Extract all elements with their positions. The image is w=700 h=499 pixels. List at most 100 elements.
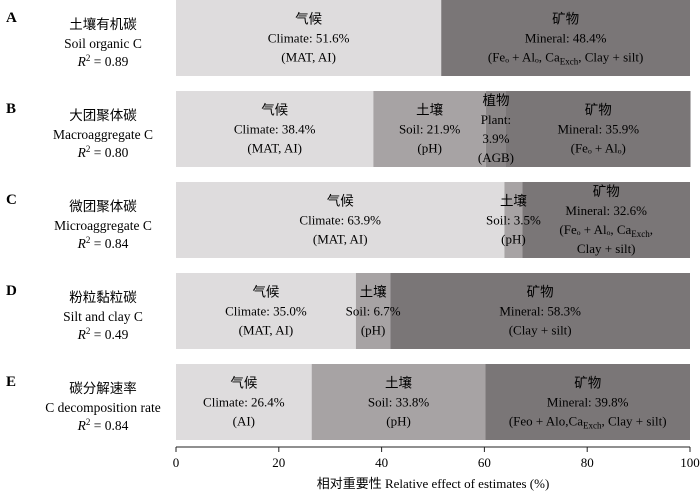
segment-value-label: (MAT, AI)	[239, 323, 294, 338]
response-name-zh: 大团聚体碳	[69, 108, 137, 123]
x-axis: 0 20 40 60 80 100	[173, 446, 700, 470]
bar-segment-soil	[373, 91, 486, 167]
response-name-en: Silt and clay C	[63, 309, 143, 324]
segment-label-mineral: 矿物 Mineral: 39.8% (Feo + Alo,CaExch, Clay …	[509, 376, 667, 431]
segment-label-mineral: 矿物 Mineral: 35.9% (Feₒ + Alₒ)	[557, 103, 639, 156]
segment-value-label: Mineral: 35.9%	[557, 122, 639, 137]
segment-label-mineral: 矿物 Mineral: 58.3% (Clay + silt)	[499, 285, 581, 338]
x-tick-label: 60	[478, 455, 491, 470]
segment-value-label: Soil: 6.7%	[346, 304, 401, 319]
segment-value-label: (Clay + silt)	[509, 323, 572, 338]
panel-letter: E	[6, 374, 16, 390]
segment-value-label: Climate: 38.4%	[234, 122, 316, 137]
response-name-zh: 粉粒黏粒碳	[69, 290, 137, 305]
segment-value-label: (MAT, AI)	[247, 141, 302, 156]
segment-value-label: (pH)	[386, 414, 411, 429]
segment-value-label: Plant:	[481, 112, 511, 127]
bar-segment-mineral	[522, 182, 690, 258]
segment-category-zh: 矿物	[527, 285, 554, 300]
segment-value-label: Soil: 3.5%	[486, 213, 541, 228]
segment-value-label: (Feₒ + Alₒ, CaExch,	[559, 222, 653, 239]
segment-category-zh: 气候	[261, 103, 288, 118]
response-name-zh: 微团聚体碳	[69, 199, 137, 214]
segment-label-soil: 土壤 Soil: 33.8% (pH)	[368, 375, 430, 429]
segment-value-label: Climate: 51.6%	[268, 31, 350, 46]
segment-label-mineral: 矿物 Mineral: 48.4% (Feₒ + Alₒ, CaExch, Clay…	[488, 12, 643, 67]
response-name-zh: 土壤有机碳	[69, 16, 137, 32]
panel-letter: C	[6, 192, 17, 208]
segment-value-label: Mineral: 39.8%	[547, 395, 629, 410]
bar-segment-climate	[176, 91, 374, 167]
segment-category-zh: 气候	[252, 285, 279, 300]
bar-row-e: E 碳分解速率 C decomposition rate R2 = 0.84 气候 Cli…	[6, 364, 690, 440]
segment-value-label: Clay + silt)	[577, 241, 636, 256]
segment-value-label: Climate: 26.4%	[203, 395, 285, 410]
segment-category-zh: 矿物	[585, 103, 612, 118]
segment-label-soil: 土壤 Soil: 3.5% (pH)	[486, 193, 541, 247]
x-tick-label: 100	[680, 455, 700, 470]
r-squared-label: R2 = 0.89	[77, 53, 129, 69]
segment-category-zh: 矿物	[593, 184, 620, 199]
bar-row-a: A 土壤有机碳 Soil organic C R2 = 0.89 气候 Climate: …	[6, 0, 690, 76]
segment-value-label: (pH)	[417, 141, 442, 156]
segment-label-soil: 土壤 Soil: 21.9% (pH)	[399, 102, 461, 156]
x-tick-label: 80	[581, 455, 594, 470]
bar-segment-climate	[176, 364, 312, 440]
segment-value-label: (AI)	[233, 414, 255, 429]
bar-segment-mineral	[485, 364, 690, 440]
segment-value-label: Soil: 21.9%	[399, 122, 461, 137]
response-name-en: Microaggregate C	[54, 218, 152, 233]
segment-category-zh: 矿物	[552, 12, 579, 27]
segment-value-label: Climate: 35.0%	[225, 304, 307, 319]
response-name-zh: 碳分解速率	[69, 380, 137, 396]
bar-segment-mineral	[441, 0, 690, 76]
panel-letter: A	[6, 10, 17, 26]
response-name-en: Macroaggregate C	[53, 127, 153, 142]
response-name-en: Soil organic C	[64, 36, 142, 51]
segment-label-plant: 植物 Plant: 3.9% (AGB)	[478, 93, 514, 165]
bar-segment-climate	[176, 182, 505, 258]
segment-label-climate: 气候 Climate: 26.4% (AI)	[203, 376, 285, 429]
segment-label-climate: 气候 Climate: 51.6% (MAT, AI)	[268, 12, 350, 65]
segment-value-label: (pH)	[501, 232, 526, 247]
r-squared-label: R2 = 0.84	[77, 417, 129, 433]
x-tick-label: 20	[272, 455, 285, 470]
bar-segment-climate	[176, 273, 356, 349]
x-axis-label: 相对重要性 Relative effect of estimates (%)	[317, 476, 550, 491]
segment-value-label: (Feₒ + Alₒ, CaExch, Clay + silt)	[488, 50, 643, 67]
r-squared-label: R2 = 0.49	[77, 326, 129, 342]
bar-segment-climate	[176, 0, 442, 76]
bar-segment-soil	[355, 273, 391, 349]
segment-category-zh: 土壤	[500, 193, 527, 209]
panel-letter: D	[6, 283, 17, 299]
bar-segment-mineral	[505, 91, 691, 167]
segment-value-label: (Feo + Alo,CaExch, Clay + silt)	[509, 414, 667, 431]
segment-category-zh: 气候	[230, 376, 257, 391]
segment-category-zh: 土壤	[416, 102, 443, 118]
segment-category-zh: 矿物	[574, 376, 601, 391]
segment-value-label: 3.9%	[482, 131, 509, 146]
bar-segment-soil	[311, 364, 486, 440]
bar-segment-plant	[485, 91, 506, 167]
segment-label-climate: 气候 Climate: 63.9% (MAT, AI)	[299, 194, 381, 247]
segment-label-soil: 土壤 Soil: 6.7% (pH)	[346, 284, 401, 338]
segment-value-label: (Feₒ + Alₒ)	[571, 141, 626, 156]
r-squared-label: R2 = 0.84	[77, 235, 129, 251]
chart-rows: A 土壤有机碳 Soil organic C R2 = 0.89 气候 Climate: …	[6, 0, 691, 440]
segment-value-label: (MAT, AI)	[281, 50, 336, 65]
segment-label-climate: 气候 Climate: 35.0% (MAT, AI)	[225, 285, 307, 338]
segment-category-zh: 气候	[295, 12, 322, 27]
segment-value-label: Climate: 63.9%	[299, 213, 381, 228]
segment-label-mineral: 矿物 Mineral: 32.6% (Feₒ + Alₒ, CaExch, Clay …	[559, 184, 653, 256]
segment-value-label: (pH)	[361, 323, 386, 338]
segment-value-label: (AGB)	[478, 150, 514, 165]
segment-category-zh: 土壤	[385, 375, 412, 391]
segment-category-zh: 土壤	[360, 284, 387, 300]
segment-label-climate: 气候 Climate: 38.4% (MAT, AI)	[234, 103, 316, 156]
x-tick-label: 40	[375, 455, 388, 470]
segment-value-label: Mineral: 48.4%	[525, 31, 607, 46]
response-name-en: C decomposition rate	[45, 400, 160, 415]
bar-row-d: D 粉粒黏粒碳 Silt and clay C R2 = 0.49 气候 Climate:…	[6, 273, 690, 349]
bar-row-c: C 微团聚体碳 Microaggregate C R2 = 0.84 气候 Climate…	[6, 182, 690, 258]
r-squared-label: R2 = 0.80	[77, 144, 129, 160]
